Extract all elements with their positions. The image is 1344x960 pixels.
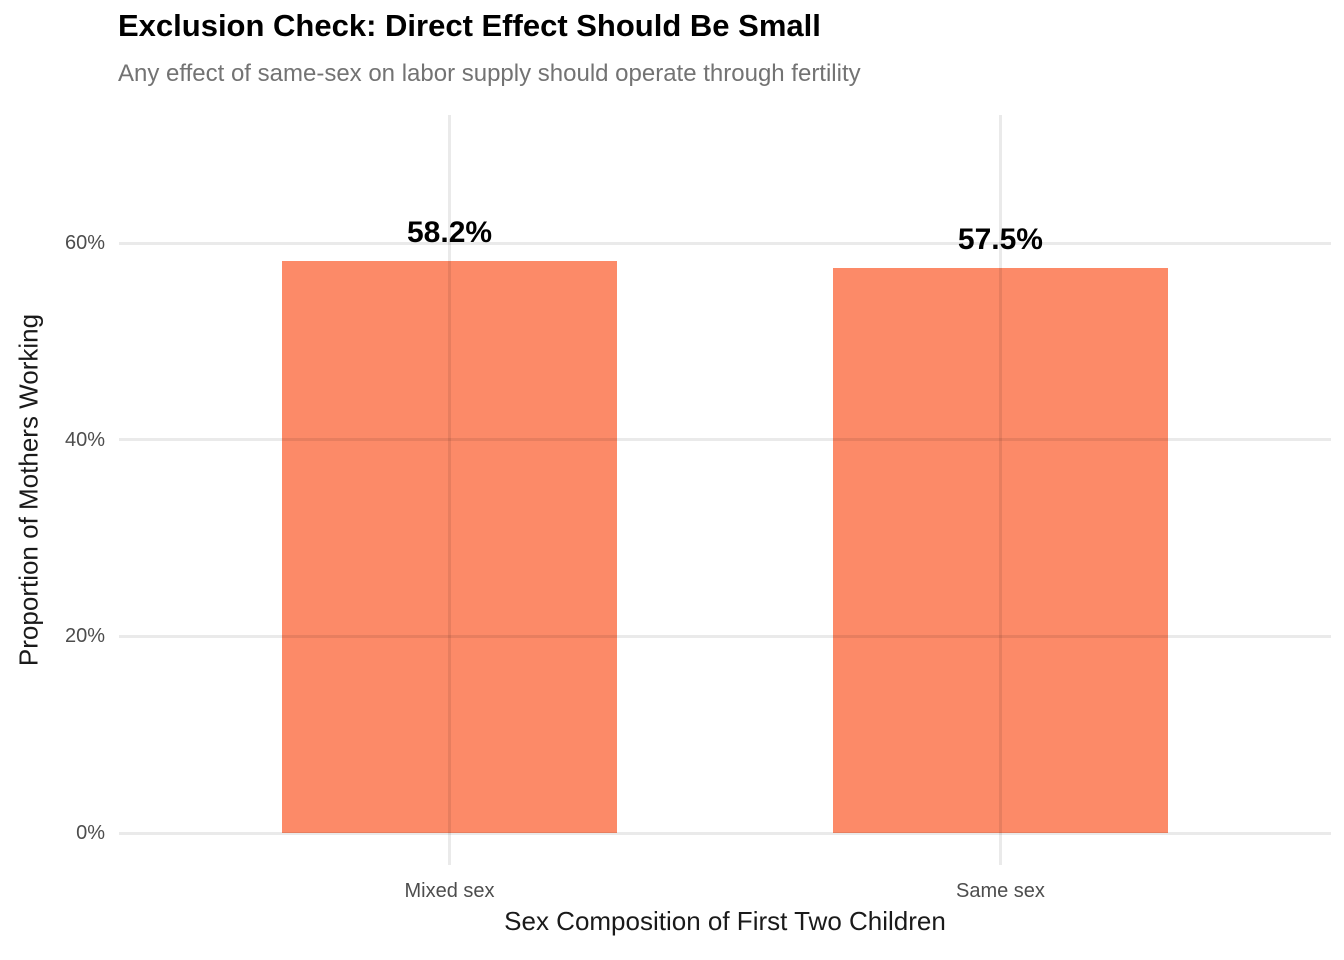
bar-value-label: 57.5% [957,222,1043,256]
y-tick-label: 20% [64,625,105,648]
x-tick-label: Mixed sex [404,880,495,902]
chart-subtitle: Any effect of same-sex on labor supply s… [118,60,861,87]
gridline-x-2 [998,115,1002,865]
chart-title: Exclusion Check: Direct Effect Should Be… [118,8,821,43]
gridline-y-0% [119,831,1331,835]
bar-value-label: 58.2% [406,215,493,249]
gridline-y-20% [119,634,1331,638]
gridline-y-60% [119,241,1331,245]
y-tick-label: 40% [64,428,105,451]
x-tick-label: Same sex [955,880,1045,902]
gridline-y-40% [119,438,1331,442]
y-tick-label: 0% [76,822,105,844]
bar-same-sex [833,267,1168,833]
bar-mixed-sex [282,260,617,833]
gridline-x-1 [448,115,452,865]
y-tick-label: 60% [64,232,105,254]
x-axis-title: Sex Composition of First Two Children [504,906,946,936]
